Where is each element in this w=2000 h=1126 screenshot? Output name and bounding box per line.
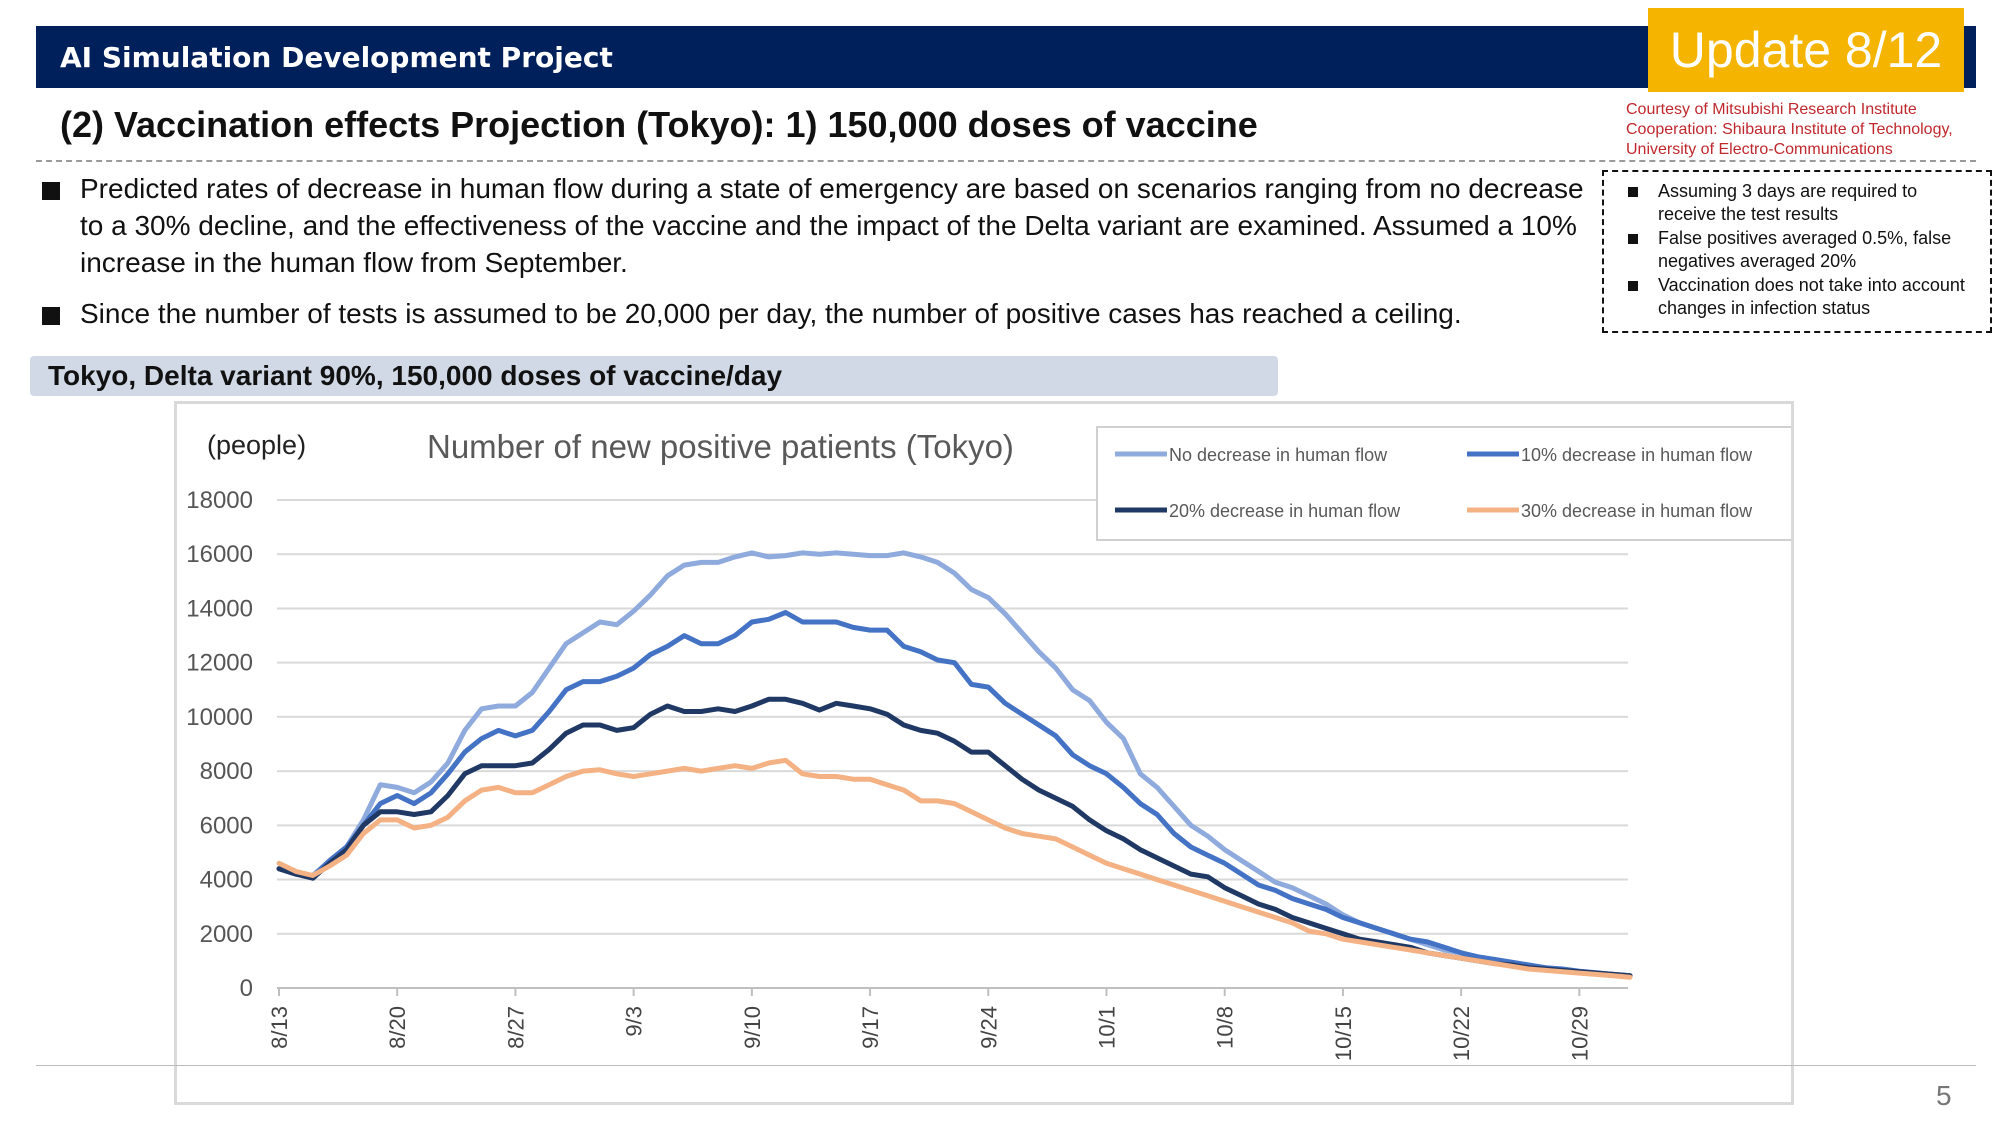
x-tick-label: 10/15 — [1331, 1006, 1356, 1061]
square-bullet-icon — [42, 307, 60, 325]
bullet-item: Since the number of tests is assumed to … — [40, 295, 1600, 332]
x-tick-label: 9/24 — [976, 1006, 1001, 1049]
x-tick-label: 8/27 — [503, 1006, 528, 1049]
section-label: Tokyo, Delta variant 90%, 150,000 doses … — [30, 356, 1278, 396]
assumption-item: Assuming 3 days are required to receive … — [1624, 180, 1980, 226]
y-tick-label: 18000 — [186, 487, 253, 514]
y-tick-label: 0 — [240, 975, 253, 1002]
square-bullet-icon — [1628, 234, 1638, 244]
assumptions-box: Assuming 3 days are required to receive … — [1602, 170, 1992, 333]
legend-label: 20% decrease in human flow — [1169, 501, 1401, 521]
x-tick-label: 9/3 — [622, 1006, 647, 1037]
y-axis-label: (people) — [207, 430, 306, 460]
courtesy-line: Courtesy of Mitsubishi Research Institut… — [1626, 101, 1917, 118]
y-tick-label: 16000 — [186, 541, 253, 568]
square-bullet-icon — [42, 182, 60, 200]
x-tick-label: 9/10 — [740, 1006, 765, 1049]
square-bullet-icon — [1628, 281, 1638, 291]
project-title: AI Simulation Development Project — [60, 40, 613, 74]
footer-divider — [36, 1065, 1976, 1066]
y-tick-label: 10000 — [186, 704, 253, 731]
courtesy-note: Courtesy of Mitsubishi Research Institut… — [1626, 100, 1953, 160]
x-tick-label: 10/22 — [1449, 1006, 1474, 1061]
assumption-text: Vaccination does not take into account c… — [1658, 275, 1965, 318]
courtesy-line: Cooperation: Shibaura Institute of Techn… — [1626, 121, 1953, 138]
legend-box — [1096, 426, 1791, 541]
bullet-text: Predicted rates of decrease in human flo… — [80, 173, 1584, 278]
bullet-item: Predicted rates of decrease in human flo… — [40, 170, 1600, 281]
assumption-text: Assuming 3 days are required to receive … — [1658, 181, 1918, 224]
x-tick-label: 10/1 — [1094, 1006, 1119, 1049]
y-tick-label: 2000 — [200, 921, 253, 948]
y-tick-label: 14000 — [186, 595, 253, 622]
y-tick-label: 12000 — [186, 650, 253, 677]
x-tick-label: 10/29 — [1567, 1006, 1592, 1061]
assumption-item: False positives averaged 0.5%, false neg… — [1624, 227, 1980, 273]
x-tick-label: 9/17 — [858, 1006, 883, 1049]
title-divider — [36, 160, 1976, 162]
bullet-list: Predicted rates of decrease in human flo… — [40, 170, 1600, 346]
x-tick-label: 8/20 — [385, 1006, 410, 1049]
legend-label: 10% decrease in human flow — [1521, 445, 1753, 465]
square-bullet-icon — [1628, 187, 1638, 197]
series-line — [276, 696, 1633, 979]
x-tick-label: 10/8 — [1213, 1006, 1238, 1049]
section-label-text: Tokyo, Delta variant 90%, 150,000 doses … — [48, 360, 783, 391]
chart-title: Number of new positive patients (Tokyo) — [427, 428, 1014, 465]
assumption-item: Vaccination does not take into account c… — [1624, 274, 1980, 320]
legend-label: No decrease in human flow — [1169, 445, 1388, 465]
y-tick-label: 8000 — [200, 758, 253, 785]
page-number: 5 — [1936, 1080, 1952, 1111]
x-tick-label: 8/13 — [267, 1006, 292, 1049]
y-tick-label: 4000 — [200, 867, 253, 894]
line-chart: 0 2000 4000 6000 8000 10000 12000 14000 16000 180… — [186, 426, 1791, 1061]
update-badge: Update 8/12 — [1648, 8, 1964, 92]
courtesy-line: University of Electro-Communications — [1626, 141, 1893, 158]
series-line — [276, 610, 1633, 979]
chart-container: 0 2000 4000 6000 8000 10000 12000 14000 16000 180… — [174, 401, 1794, 1105]
legend-label: 30% decrease in human flow — [1521, 501, 1753, 521]
page-title: (2) Vaccination effects Projection (Toky… — [60, 104, 1258, 145]
assumption-text: False positives averaged 0.5%, false neg… — [1658, 228, 1952, 271]
y-tick-label: 6000 — [200, 812, 253, 839]
series-line — [276, 757, 1633, 980]
bullet-text: Since the number of tests is assumed to … — [80, 298, 1462, 329]
